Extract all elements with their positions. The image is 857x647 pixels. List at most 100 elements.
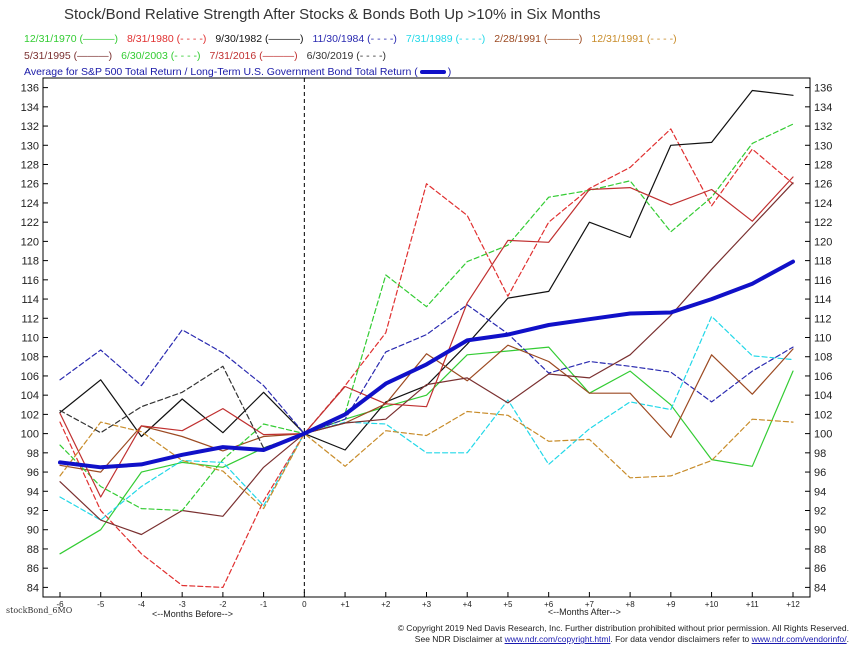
y-tick-label-left: 100 — [21, 429, 39, 441]
y-tick-label-left: 136 — [21, 83, 39, 95]
y-tick-label-right: 84 — [814, 582, 826, 594]
y-tick-label-left: 102 — [21, 409, 39, 421]
copyright-link[interactable]: www.ndr.com/copyright.html — [504, 634, 611, 644]
y-tick-label-right: 106 — [814, 371, 832, 383]
y-tick-label-right: 102 — [814, 409, 832, 421]
y-tick-label-left: 106 — [21, 371, 39, 383]
vendorinfo-link[interactable]: www.ndr.com/vendorinfo/ — [751, 634, 847, 644]
legend-item: 9/30/1982 (———) — [215, 33, 304, 45]
footer-line-1: © Copyright 2019 Ned Davis Research, Inc… — [397, 623, 849, 633]
y-tick-label-right: 104 — [814, 390, 832, 402]
y-tick-label-left: 92 — [27, 506, 39, 518]
chart-title: Stock/Bond Relative Strength After Stock… — [64, 6, 601, 23]
y-tick-label-right: 108 — [814, 352, 832, 364]
legend-item: 6/30/2019 (- - - -) — [306, 49, 386, 62]
y-tick-label-right: 112 — [814, 313, 832, 325]
series-line-8-31-1980 — [59, 128, 794, 589]
y-tick-label-right: 122 — [814, 217, 832, 229]
legend: 12/31/1970 (———) 8/31/1980 (- - - -) 9/30/… — [24, 31, 824, 81]
footer-line-2: See NDR Disclaimer at www.ndr.com/copyri… — [398, 634, 849, 645]
y-tick-label-right: 92 — [814, 506, 826, 518]
legend-item: 7/31/2016 (———) — [209, 49, 298, 62]
x-tick-label: +10 — [705, 600, 719, 609]
legend-average-swatch — [419, 70, 446, 75]
y-tick-label-left: 104 — [21, 390, 39, 402]
y-tick-label-right: 130 — [814, 140, 832, 152]
legend-row-2: 5/31/1995 (———) 6/30/2003 (- - - -) 7/31/2… — [24, 48, 824, 65]
y-tick-label-right: 118 — [814, 256, 832, 268]
y-tick-label-right: 124 — [814, 198, 832, 210]
y-tick-label-left: 122 — [21, 217, 39, 229]
y-tick-label-left: 128 — [21, 160, 39, 172]
series-line-12-31-1970 — [59, 346, 794, 555]
legend-item: 7/31/1989 (- - - -) — [405, 33, 486, 45]
legend-average-row: Average for S&P 500 Total Return / Long-… — [24, 66, 452, 78]
y-tick-label-right: 94 — [814, 486, 826, 498]
legend-item: 8/31/1980 (- - - -) — [126, 33, 207, 45]
y-tick-label-right: 136 — [814, 83, 832, 95]
y-tick-label-right: 126 — [814, 179, 832, 191]
y-tick-label-left: 86 — [27, 563, 39, 575]
y-tick-label-right: 134 — [814, 102, 832, 114]
y-tick-label-left: 134 — [21, 102, 39, 114]
x-tick-label: +11 — [746, 600, 760, 609]
legend-item: 12/31/1970 (———) — [24, 33, 118, 45]
x-tick-label: +1 — [340, 600, 350, 609]
series-line-6-30-2003 — [59, 123, 794, 512]
y-tick-label-left: 88 — [27, 544, 39, 556]
footer-copyright: © Copyright 2019 Ned Davis Research, Inc… — [398, 623, 849, 645]
y-tick-label-right: 132 — [814, 121, 832, 133]
y-tick-label-left: 124 — [21, 198, 39, 210]
x-tick-label: +6 — [544, 600, 554, 609]
x-axis-label-after: <--Months After--> — [548, 607, 621, 617]
x-tick-label: +3 — [422, 600, 432, 609]
y-tick-label-left: 118 — [21, 256, 39, 268]
y-tick-label-right: 96 — [814, 467, 826, 479]
series-line-average — [58, 259, 795, 470]
y-tick-label-left: 112 — [21, 313, 39, 325]
y-tick-label-left: 126 — [21, 179, 39, 191]
y-tick-label-right: 114 — [814, 294, 832, 306]
x-tick-label: +8 — [626, 600, 636, 609]
plot-frame — [42, 77, 811, 598]
footer-prefix: See NDR Disclaimer at — [414, 634, 503, 644]
y-tick-label-left: 114 — [21, 294, 39, 306]
legend-item: 6/30/2003 (- - - -) — [121, 49, 201, 62]
y-tick-label-left: 94 — [27, 486, 39, 498]
y-tick-label-left: 84 — [27, 582, 39, 594]
x-tick-label: +4 — [463, 600, 473, 609]
legend-row-1: 12/31/1970 (———) 8/31/1980 (- - - -) 9/30/… — [24, 31, 824, 48]
series-line-11-30-1984 — [59, 304, 794, 435]
y-tick-label-right: 120 — [814, 236, 832, 248]
y-tick-label-left: 132 — [21, 121, 39, 133]
series-line-12-31-1991 — [59, 410, 794, 510]
legend-item: 5/31/1995 (———) — [24, 49, 113, 62]
x-tick-label: +9 — [666, 600, 676, 609]
y-tick-label-left: 116 — [21, 275, 39, 287]
y-tick-label-right: 88 — [814, 544, 826, 556]
x-axis-label-before: <--Months Before--> — [152, 609, 233, 619]
footer-middle: . For data vendor disclaimers refer to — [610, 634, 750, 644]
legend-average-label: Average for S&P 500 Total Return / Long-… — [24, 66, 412, 78]
series-line-7-31-1989 — [59, 315, 794, 521]
x-tick-label: +12 — [786, 600, 800, 609]
series-line-5-31-1995 — [59, 182, 794, 536]
y-tick-label-left: 130 — [21, 140, 39, 152]
footer-suffix: . — [846, 634, 849, 644]
y-tick-label-left: 96 — [27, 467, 39, 479]
x-tick-label: -6 — [56, 600, 64, 609]
x-tick-label: -1 — [260, 600, 268, 609]
x-tick-label: +5 — [503, 600, 513, 609]
chart-stamp: stockBond_6MO — [6, 606, 73, 615]
x-tick-label: +7 — [585, 600, 595, 609]
legend-item: 11/30/1984 (- - - -) — [312, 33, 397, 45]
series-line-2-28-1991 — [59, 344, 794, 473]
x-tick-label: 0 — [302, 600, 307, 609]
y-tick-label-right: 116 — [814, 275, 832, 287]
series-line-9-30-1982 — [59, 89, 794, 451]
y-tick-label-right: 100 — [814, 429, 832, 441]
y-tick-label-right: 90 — [814, 525, 826, 537]
x-tick-label: +2 — [381, 600, 391, 609]
y-tick-label-right: 98 — [814, 448, 826, 460]
